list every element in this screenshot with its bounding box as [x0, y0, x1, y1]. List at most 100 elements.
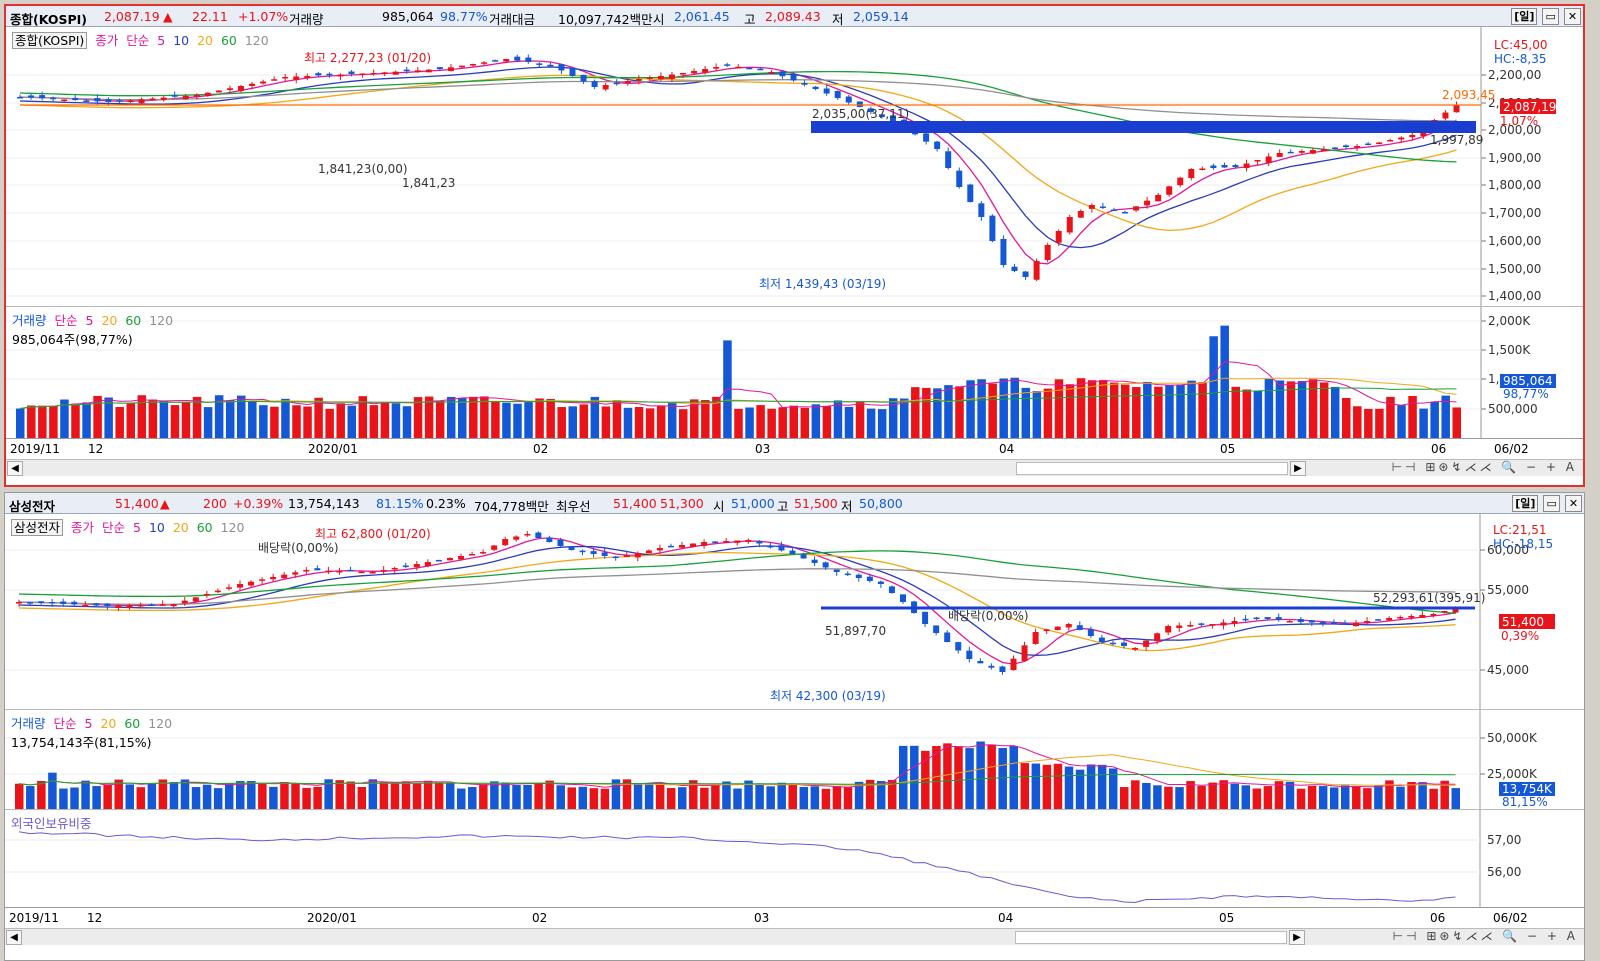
candle-up: [303, 570, 310, 572]
chart-toolbar[interactable]: ⊢⊣ ⊞⊛↯⋌⋌ 🔍 − + A: [1392, 929, 1578, 943]
scroll-right-icon[interactable]: ▶: [1290, 461, 1306, 476]
foreign-label[interactable]: 외국인보유비중: [11, 816, 92, 831]
candle-down: [856, 101, 863, 107]
vol-legend-ma5[interactable]: 5: [84, 716, 93, 731]
ma120-line: [18, 568, 1456, 606]
candle-up: [470, 64, 477, 66]
kospi-price-pane[interactable]: 2,200,002,100,002,000,001,900,001,800,00…: [6, 27, 1583, 306]
legend-ma120[interactable]: 120: [220, 520, 245, 535]
close-icon[interactable]: ✕: [1565, 495, 1582, 512]
lc-label: LC:21,51: [1493, 523, 1546, 537]
legend-name[interactable]: 삼성전자: [11, 519, 64, 536]
volume-bar: [1142, 782, 1151, 810]
volume-bar: [15, 783, 24, 810]
kospi-name[interactable]: 종합(KOSPI): [10, 12, 87, 27]
candle-down: [1098, 637, 1105, 642]
vol-value: 985,064주(98,77%): [12, 332, 133, 347]
period-day-button[interactable]: [일]: [1512, 495, 1539, 512]
close-icon[interactable]: ✕: [1564, 8, 1581, 25]
last-pct-tag-text: 0,39%: [1501, 629, 1539, 643]
candle-up: [358, 571, 365, 574]
candle-up: [1265, 156, 1272, 163]
vol-tag-text: 985,064: [1503, 374, 1553, 388]
volume-bar: [1319, 382, 1329, 439]
candle-up: [480, 552, 487, 554]
vol-legend-ma120[interactable]: 120: [148, 716, 173, 731]
candle-down: [535, 532, 542, 538]
legend-ma60[interactable]: 60: [196, 520, 213, 535]
candle-up: [679, 545, 685, 548]
kospi-chart-window[interactable]: 종합(KOSPI) 2,087.19 ▲ 22.11 +1.07% 거래량 98…: [4, 4, 1585, 487]
legend-ma120[interactable]: 120: [244, 33, 269, 48]
vol-legend-ma20[interactable]: 20: [100, 716, 117, 731]
scroll-left-icon[interactable]: ◀: [6, 930, 22, 945]
minimize-icon[interactable]: ▭: [1542, 8, 1560, 25]
annotation-dividend: 배당락(0,00%): [258, 541, 339, 555]
scroll-left-icon[interactable]: ◀: [7, 461, 23, 476]
vol-legend-ma60[interactable]: 60: [125, 313, 142, 328]
candle-up: [1166, 186, 1173, 195]
scroll-thumb[interactable]: [1015, 931, 1287, 944]
minimize-icon[interactable]: ▭: [1543, 495, 1561, 512]
price-axis-label: 2,000,00: [1488, 123, 1541, 137]
vol-legend-ma60[interactable]: 60: [124, 716, 141, 731]
samsung-price-pane[interactable]: 60,000 55,000 45,000 52,293,61(395,91) 51,40…: [5, 514, 1584, 709]
volume-bar: [1252, 788, 1262, 810]
samsung-name[interactable]: 삼성전자: [9, 499, 56, 514]
volume-bar: [1364, 408, 1373, 439]
candle-down: [900, 594, 906, 602]
date-label: 03: [755, 442, 771, 456]
samsung-scrollbar[interactable]: ◀ ▶ ⊢⊣ ⊞⊛↯⋌⋌ 🔍 − + A: [5, 928, 1584, 945]
candle-down: [536, 63, 543, 65]
volume-bar: [1108, 768, 1118, 810]
candle-down: [790, 74, 797, 81]
volume-bar: [876, 781, 886, 810]
candle-up: [1155, 195, 1162, 202]
candle-up: [370, 73, 377, 75]
samsung-high: 51,500: [794, 496, 838, 511]
chart-toolbar[interactable]: ⊢⊣ ⊞⊛↯⋌⋌ 🔍 − + A: [1391, 460, 1577, 474]
foreign-ownership-chart: 57,00 56,00: [5, 810, 1521, 908]
volume-bar: [690, 399, 699, 439]
legend-ma5[interactable]: 5: [133, 520, 141, 535]
legend-ma60[interactable]: 60: [220, 33, 237, 48]
volume-bar: [136, 787, 146, 810]
scroll-thumb[interactable]: [1016, 462, 1288, 475]
kospi-scrollbar[interactable]: ◀ ▶ ⊢⊣ ⊞⊛↯⋌⋌ 🔍 − + A: [6, 459, 1583, 476]
volume-bar: [1297, 381, 1307, 439]
scroll-right-icon[interactable]: ▶: [1289, 930, 1305, 945]
candle-up: [481, 62, 488, 64]
samsung-chart-window[interactable]: 삼성전자 51,400 ▲ 200 +0.39% 13,754,143 81.1…: [4, 492, 1585, 961]
candle-up: [1453, 105, 1460, 113]
samsung-change: 200: [203, 496, 227, 511]
legend-ma10[interactable]: 10: [173, 33, 190, 48]
annotation-a: 51,897,70: [825, 624, 886, 638]
candle-up: [735, 66, 742, 69]
legend-ma20[interactable]: 20: [172, 520, 189, 535]
volume-bar: [567, 787, 576, 810]
volume-bar: [887, 779, 897, 810]
volume-bar: [236, 781, 245, 810]
volume-bar: [966, 380, 975, 439]
legend-ma5[interactable]: 5: [157, 33, 166, 48]
volume-bar: [434, 781, 444, 810]
candle-down: [833, 569, 840, 572]
candle-down: [855, 574, 862, 578]
volume-bar: [810, 786, 820, 810]
legend-ma10[interactable]: 10: [148, 520, 165, 535]
candle-up: [1442, 112, 1449, 119]
legend-name[interactable]: 종합(KOSPI): [12, 32, 88, 49]
samsung-foreign-pane[interactable]: 57,00 56,00 외국인보유비중: [5, 809, 1584, 908]
legend-ma20[interactable]: 20: [197, 33, 213, 48]
box-low-label: 1,997,89: [1430, 133, 1483, 147]
vol-legend-ma5[interactable]: 5: [85, 313, 94, 328]
vol-legend-ma20[interactable]: 20: [101, 313, 118, 328]
vol-legend-simple: 단순: [54, 313, 78, 328]
candle-down: [1343, 145, 1349, 147]
candle-down: [844, 573, 851, 576]
vol-legend-ma120[interactable]: 120: [149, 313, 174, 328]
period-day-button[interactable]: [일]: [1511, 8, 1538, 25]
samsung-volume-pane[interactable]: 50,000K 25,000K 13,754K 81,15% 거래량 단순 5 20 …: [5, 709, 1584, 810]
volume-bar: [1197, 785, 1206, 810]
